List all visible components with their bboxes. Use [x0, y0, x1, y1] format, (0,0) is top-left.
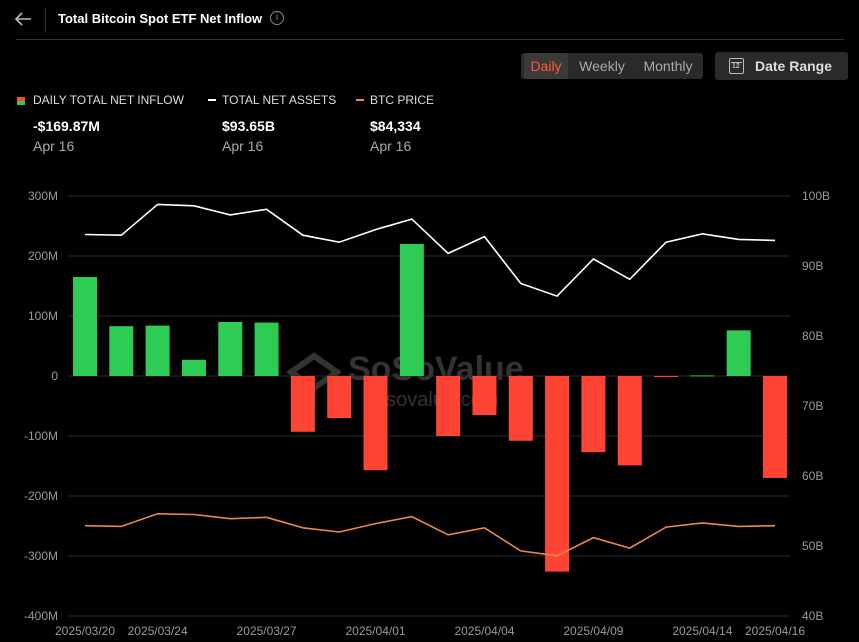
- inflow-bar: [254, 322, 279, 376]
- inflow-date: Apr 16: [33, 138, 75, 154]
- header-divider: [45, 8, 46, 32]
- y-right-tick-label: 60B: [802, 469, 823, 483]
- legend-price-label: BTC PRICE: [370, 93, 435, 107]
- inflow-bar: [472, 376, 497, 415]
- x-tick-label: 2025/04/04: [454, 624, 514, 638]
- inflow-bar: [290, 376, 315, 432]
- x-tick-label: 2025/04/14: [672, 624, 732, 638]
- inflow-bar: [690, 375, 715, 377]
- y-right-tick-label: 70B: [802, 399, 823, 413]
- price-legend-swatch: [356, 99, 364, 101]
- inflow-bar: [726, 330, 751, 376]
- date-range-button[interactable]: 12 Date Range: [715, 52, 848, 80]
- inflow-bar: [363, 376, 388, 471]
- y-left-tick-label: -400M: [24, 609, 58, 623]
- inflow-bar: [763, 376, 787, 478]
- inflow-bar: [399, 244, 424, 376]
- calendar-icon: 12: [729, 58, 744, 74]
- y-left-tick-label: -300M: [24, 549, 58, 563]
- price-date: Apr 16: [370, 138, 412, 154]
- header-bar: Total Bitcoin Spot ETF Net Inflow i: [0, 0, 859, 40]
- back-arrow-icon[interactable]: [12, 8, 34, 30]
- inflow-bar: [145, 325, 170, 376]
- tab-monthly[interactable]: Monthly: [643, 58, 693, 74]
- tab-daily[interactable]: Daily: [524, 53, 568, 79]
- inflow-bar: [73, 277, 97, 376]
- info-icon[interactable]: i: [270, 11, 284, 25]
- assets-legend-swatch: [208, 99, 216, 101]
- y-right-tick-label: 40B: [802, 609, 823, 623]
- inflow-bar: [545, 376, 570, 572]
- y-right-tick-label: 80B: [802, 329, 823, 343]
- total-net-assets-line: [84, 203, 776, 298]
- y-right-tick-label: 100B: [802, 189, 830, 203]
- x-tick-label: 2025/04/09: [563, 624, 623, 638]
- inflow-legend-swatch: [17, 97, 25, 105]
- inflow-bar: [617, 376, 642, 466]
- inflow-bar: [654, 376, 679, 377]
- x-tick-label: 2025/03/27: [237, 624, 297, 638]
- x-tick-label: 2025/03/24: [128, 624, 188, 638]
- inflow-bar: [327, 376, 352, 418]
- legend-assets-label: TOTAL NET ASSETS: [222, 93, 337, 107]
- page-title: Total Bitcoin Spot ETF Net Inflow: [58, 11, 263, 26]
- watermark-domain: sosovalue.com: [365, 389, 499, 411]
- y-left-tick-label: 300M: [28, 189, 58, 203]
- y-left-tick-label: -200M: [24, 489, 58, 503]
- tab-weekly[interactable]: Weekly: [579, 58, 625, 74]
- header-divider-line: [16, 39, 844, 40]
- inflow-value: -$169.87M: [33, 118, 100, 134]
- inflow-bar: [109, 326, 134, 376]
- assets-date: Apr 16: [222, 138, 264, 154]
- assets-value: $93.65B: [222, 118, 275, 134]
- period-selector: Daily Weekly Monthly: [521, 53, 703, 79]
- y-left-tick-label: -100M: [24, 429, 58, 443]
- y-right-tick-label: 50B: [802, 539, 823, 553]
- inflow-bar: [218, 322, 243, 376]
- x-tick-label: 2025/04/16: [745, 624, 805, 638]
- inflow-bar: [436, 376, 461, 436]
- y-left-tick-label: 100M: [28, 309, 58, 323]
- legend-inflow-label: DAILY TOTAL NET INFLOW: [33, 93, 184, 107]
- y-left-tick-label: 0: [51, 369, 58, 383]
- inflow-bar: [508, 376, 533, 441]
- x-tick-label: 2025/03/20: [55, 624, 115, 638]
- price-value: $84,334: [370, 118, 421, 134]
- inflow-bar: [181, 359, 206, 376]
- date-range-label: Date Range: [755, 58, 833, 74]
- inflow-bar: [581, 376, 606, 453]
- y-right-tick-label: 90B: [802, 259, 823, 273]
- x-tick-label: 2025/04/01: [345, 624, 405, 638]
- y-left-tick-label: 200M: [28, 249, 58, 263]
- btc-price-line: [84, 512, 776, 557]
